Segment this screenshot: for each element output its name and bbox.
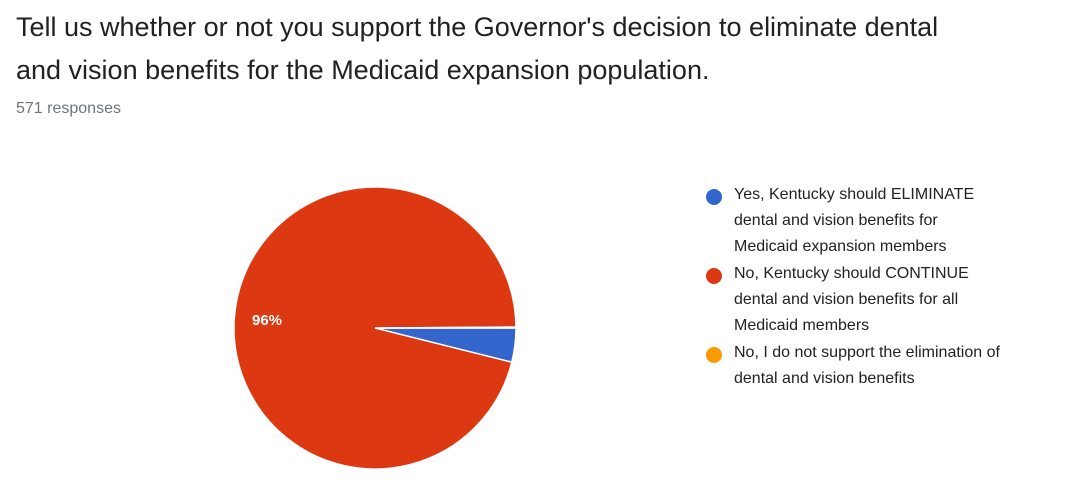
legend-label: No, Kentucky should CONTINUE dental and v…	[734, 261, 969, 339]
slice-percent-label: 96%	[252, 312, 282, 329]
legend-label-line: dental and vision benefits for all	[734, 291, 959, 308]
legend-color-dot	[706, 189, 722, 205]
response-count: 571 responses	[16, 100, 121, 117]
legend-label-line: Medicaid members	[734, 317, 870, 334]
legend: Yes, Kentucky should ELIMINATE dental and…	[706, 186, 1056, 397]
legend-label-line: dental and vision benefits for	[734, 212, 938, 229]
legend-label: Yes, Kentucky should ELIMINATE dental and…	[734, 182, 974, 260]
legend-item[interactable]: Yes, Kentucky should ELIMINATE dental and…	[706, 186, 1056, 260]
legend-color-dot	[706, 268, 722, 284]
legend-label-line: Medicaid expansion members	[734, 238, 947, 255]
legend-item[interactable]: No, Kentucky should CONTINUE dental and v…	[706, 265, 1056, 339]
legend-item[interactable]: No, I do not support the elimination of d…	[706, 344, 1056, 392]
legend-label-line: No, Kentucky should CONTINUE	[734, 265, 969, 282]
legend-label-line: Yes, Kentucky should ELIMINATE	[734, 186, 975, 203]
pie-slice-2[interactable]	[374, 326, 517, 329]
legend-label-line: dental and vision benefits	[734, 370, 915, 387]
question-title: Tell us whether or not you support the G…	[16, 12, 939, 85]
legend-color-dot	[706, 347, 722, 363]
legend-label: No, I do not support the elimination of d…	[734, 340, 1000, 392]
legend-label-line: No, I do not support the elimination of	[734, 344, 1000, 361]
